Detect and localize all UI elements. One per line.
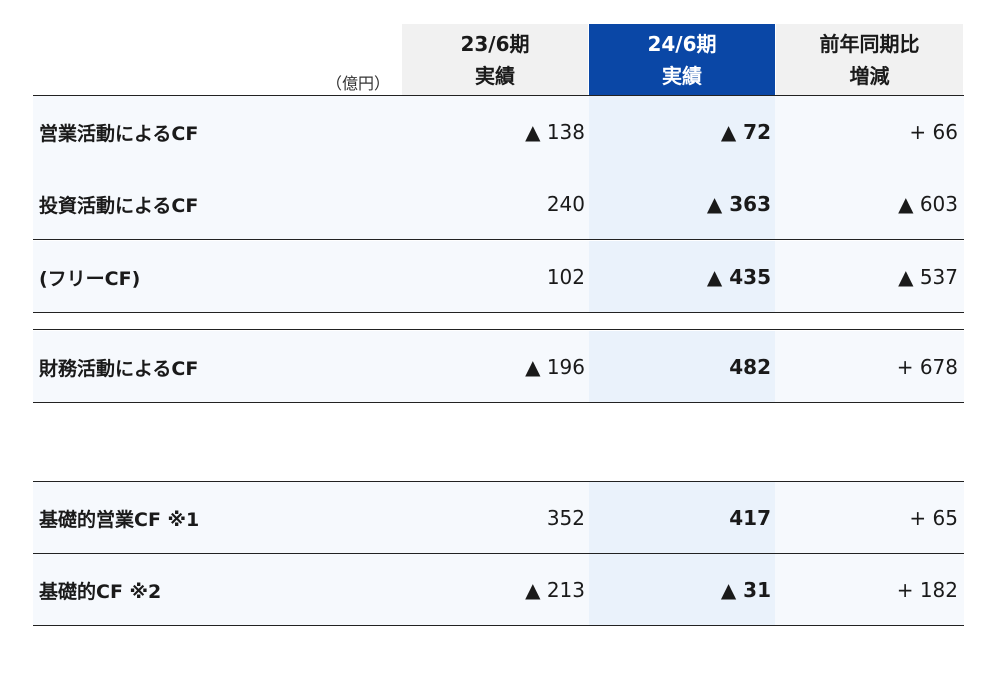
divider-line — [33, 402, 964, 403]
value-yoy: + 678 — [896, 355, 958, 379]
divider-line — [33, 625, 964, 626]
divider-line — [33, 239, 964, 240]
highlight-column-bg — [589, 96, 775, 168]
header-23-6-actual: 23/6期 実績 — [402, 24, 588, 95]
highlight-column-bg — [589, 331, 775, 403]
table-row-basic-cf: 基礎的CF ※2 ▲ 213 ▲ 31 + 182 — [33, 554, 964, 626]
value-23-6: 352 — [546, 506, 585, 530]
header-yoy-line1: 前年同期比 — [819, 31, 920, 56]
divider-line — [33, 312, 964, 313]
value-23-6: ▲ 138 — [525, 120, 585, 144]
header-yoy-change: 前年同期比 増減 — [776, 24, 963, 95]
row-label: 基礎的CF ※2 — [39, 580, 162, 603]
value-23-6: ▲ 196 — [525, 355, 585, 379]
value-yoy: + 66 — [909, 120, 958, 144]
table-row-investing-cf: 投資活動によるCF 240 ▲ 363 ▲ 603 — [33, 168, 964, 240]
value-24-6: ▲ 72 — [720, 120, 771, 144]
highlight-column-bg — [589, 241, 775, 313]
row-label: (フリーCF) — [39, 267, 141, 290]
value-24-6: ▲ 31 — [720, 578, 771, 602]
highlight-column-bg — [589, 482, 775, 554]
value-yoy: ▲ 603 — [898, 192, 958, 216]
highlight-column-bg — [589, 554, 775, 626]
divider-line — [33, 95, 964, 96]
value-24-6: 417 — [729, 506, 771, 530]
value-24-6: ▲ 435 — [706, 265, 771, 289]
divider-line — [33, 553, 964, 554]
header-yoy-line2: 増減 — [849, 63, 890, 88]
highlight-column-bg — [589, 168, 775, 240]
value-24-6: 482 — [729, 355, 771, 379]
table-row-free-cf: (フリーCF) 102 ▲ 435 ▲ 537 — [33, 241, 964, 313]
divider-line — [33, 481, 964, 482]
header-24-6-period: 24/6期 — [647, 31, 717, 56]
row-label: 営業活動によるCF — [39, 122, 199, 145]
value-23-6: 102 — [546, 265, 585, 289]
row-label: 投資活動によるCF — [39, 194, 199, 217]
table-row-financing-cf: 財務活動によるCF ▲ 196 482 + 678 — [33, 331, 964, 403]
table-row-basic-operating-cf: 基礎的営業CF ※1 352 417 + 65 — [33, 482, 964, 554]
value-23-6: ▲ 213 — [525, 578, 585, 602]
value-24-6: ▲ 363 — [706, 192, 771, 216]
header-24-6-sub: 実績 — [662, 63, 702, 88]
header-23-6-period: 23/6期 — [460, 31, 530, 56]
header-24-6-actual: 24/6期 実績 — [589, 24, 775, 95]
row-label: 財務活動によるCF — [39, 357, 199, 380]
value-23-6: 240 — [546, 192, 585, 216]
row-label: 基礎的営業CF ※1 — [39, 508, 200, 531]
table-row-operating-cf: 営業活動によるCF ▲ 138 ▲ 72 + 66 — [33, 96, 964, 168]
header-23-6-sub: 実績 — [475, 63, 515, 88]
divider-line — [33, 329, 964, 330]
unit-label: （億円） — [325, 74, 390, 93]
value-yoy: + 182 — [896, 578, 958, 602]
value-yoy: + 65 — [909, 506, 958, 530]
value-yoy: ▲ 537 — [898, 265, 958, 289]
